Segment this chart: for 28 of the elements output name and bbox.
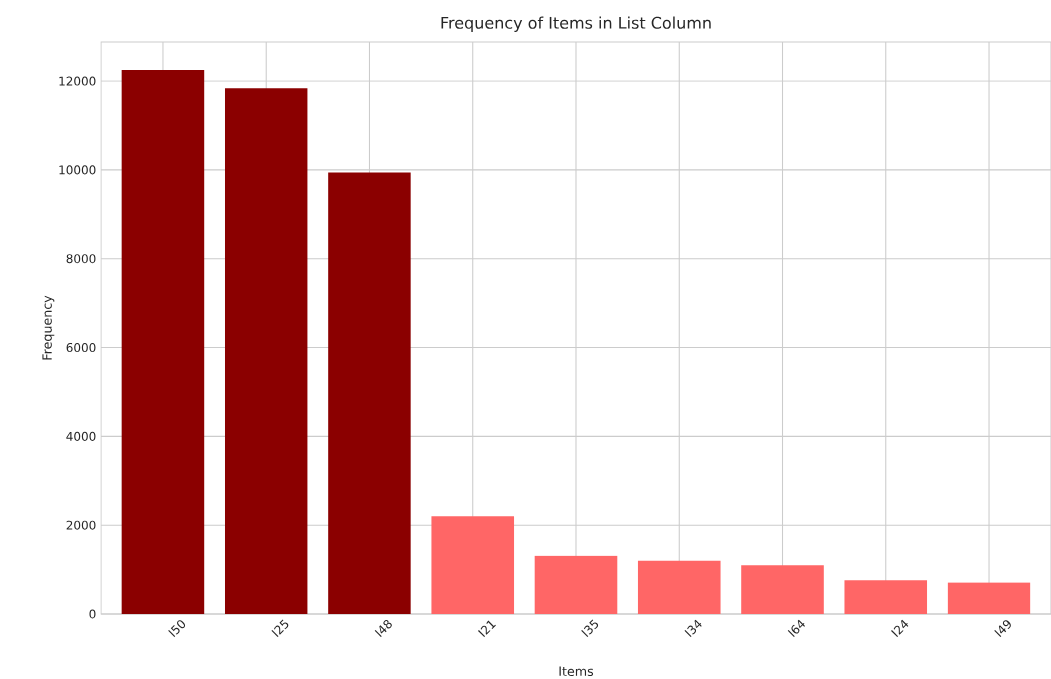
x-tick-label: I64 xyxy=(787,619,806,638)
bar xyxy=(224,88,308,614)
x-tick-label: I24 xyxy=(891,619,909,638)
x-axis-title: Items xyxy=(559,666,594,677)
y-tick-label: 6000 xyxy=(66,342,96,353)
y-tick-label: 4000 xyxy=(66,431,96,441)
bar xyxy=(844,580,928,614)
y-tick-label: 0 xyxy=(89,609,96,619)
bar xyxy=(637,560,721,614)
bar xyxy=(328,172,411,614)
x-tick-label: I49 xyxy=(994,620,1011,638)
x-tick-label: I50 xyxy=(168,620,186,638)
bar xyxy=(947,582,1031,614)
y-axis-title: Frequency xyxy=(42,295,55,360)
x-tick-label: I21 xyxy=(478,620,496,638)
chart-title: Frequency of Items in List Column xyxy=(441,16,711,32)
x-tick-label: I48 xyxy=(374,619,392,638)
x-tick-label: I25 xyxy=(271,619,289,638)
bar xyxy=(431,516,515,614)
x-tick-label: I35 xyxy=(581,619,599,638)
bar xyxy=(534,555,618,614)
y-tick-label: 10000 xyxy=(59,165,96,175)
bar xyxy=(121,69,205,614)
bar xyxy=(741,565,824,614)
y-tick-label: 8000 xyxy=(66,254,96,264)
x-tick-label: I34 xyxy=(684,619,702,638)
y-tick-label: 12000 xyxy=(59,76,96,86)
y-tick-label: 2000 xyxy=(66,520,96,530)
